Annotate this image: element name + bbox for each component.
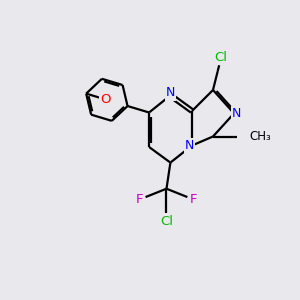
Text: Cl: Cl — [160, 214, 173, 228]
Text: CH₃: CH₃ — [250, 130, 272, 143]
Text: F: F — [136, 193, 143, 206]
Text: N: N — [232, 107, 241, 120]
Text: F: F — [190, 193, 197, 206]
Text: Cl: Cl — [215, 51, 228, 64]
Text: O: O — [100, 93, 111, 106]
Text: N: N — [185, 139, 194, 152]
Text: N: N — [166, 86, 175, 100]
